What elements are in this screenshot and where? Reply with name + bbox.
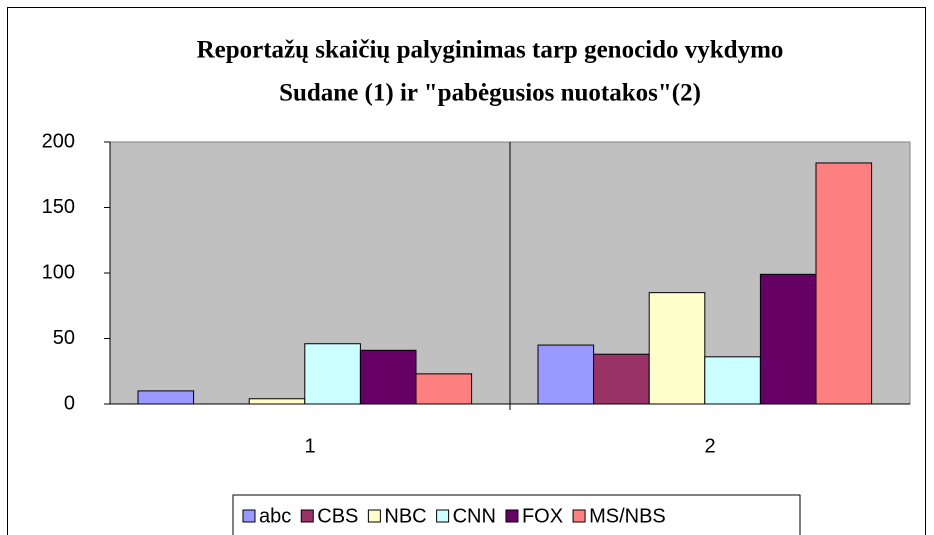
chart-title: Sudane (1) ir "pabėgusios nuotakos"(2) [279,80,701,107]
bar [415,373,473,405]
y-tick-label: 0 [64,392,75,414]
bar [704,356,761,405]
y-tick-label: 200 [42,130,75,152]
x-tick-label: 2 [704,435,715,457]
bar [759,273,817,405]
x-tick-label: 1 [304,435,315,457]
bar [593,353,650,405]
bar [304,343,361,405]
chart-title: Reportažų skaičių palyginimas tarp genoc… [197,37,784,64]
legend-label: MS/NBS [589,505,666,527]
legend-swatch [300,509,314,523]
bar [537,344,595,405]
y-tick-label: 50 [53,327,75,349]
legend-swatch [505,509,519,523]
bar [137,390,195,405]
y-tick-label: 100 [42,261,75,283]
legend-label: CBS [317,505,358,527]
legend-swatch [572,509,586,523]
legend-swatch [436,509,450,523]
legend-label: abc [259,505,291,527]
legend-label: CNN [453,505,496,527]
bar [248,398,306,405]
legend-swatch [367,509,381,523]
bar [648,292,706,405]
y-tick-label: 150 [42,196,75,218]
legend-label: FOX [522,505,563,527]
bar [815,162,873,405]
legend-swatch [242,509,256,523]
legend-label: NBC [384,505,426,527]
bar [359,349,417,405]
